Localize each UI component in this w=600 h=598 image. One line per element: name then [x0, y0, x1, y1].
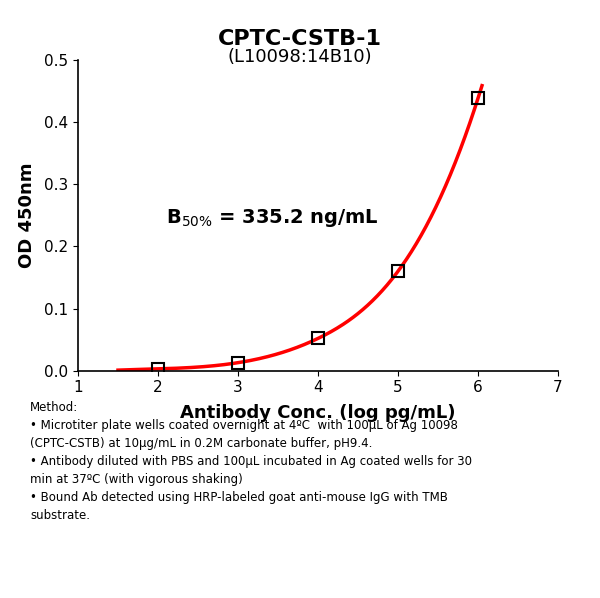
Text: (L10098:14B10): (L10098:14B10)	[227, 48, 373, 66]
Text: B$_{50\%}$ = 335.2 ng/mL: B$_{50\%}$ = 335.2 ng/mL	[166, 208, 379, 230]
X-axis label: Antibody Conc. (log pg/mL): Antibody Conc. (log pg/mL)	[180, 404, 456, 422]
Text: CPTC-CSTB-1: CPTC-CSTB-1	[218, 29, 382, 49]
Y-axis label: OD 450nm: OD 450nm	[17, 163, 35, 268]
Text: Method:
• Microtiter plate wells coated overnight at 4ºC  with 100μL of Ag 10098: Method: • Microtiter plate wells coated …	[30, 401, 472, 521]
